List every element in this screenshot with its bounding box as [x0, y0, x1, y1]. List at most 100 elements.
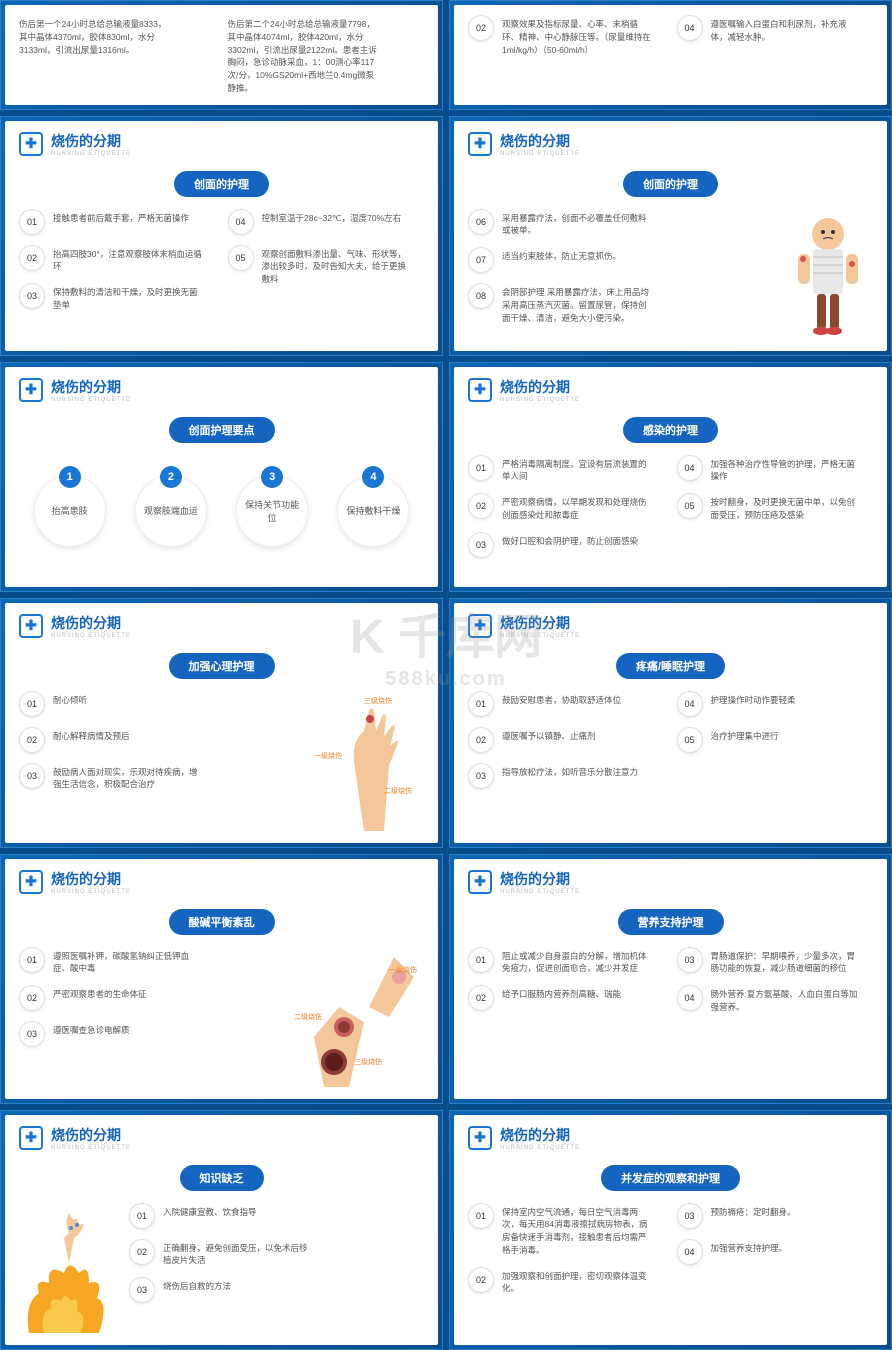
num-circle: 03	[19, 763, 45, 789]
text-block: 伤后第一个24小时总给总输液量8333，其中晶体4370ml，胶体830ml，水…	[19, 15, 169, 95]
section-pill: 营养支持护理	[618, 909, 724, 935]
num-circle: 07	[468, 247, 494, 273]
list-item: 03 烧伤后自救的方法	[129, 1277, 424, 1303]
num-circle: 01	[468, 691, 494, 717]
slide-title: 烧伤的分期	[500, 613, 580, 633]
section-pill: 加强心理护理	[169, 653, 275, 679]
list-item: 06采用暴露疗法，创面不必覆盖任何敷料或被单。	[468, 209, 773, 238]
num-circle: 05	[228, 245, 254, 271]
medical-cross-icon: ✚	[468, 378, 492, 402]
slide-subtitle: NURSING ETIQUETTE	[500, 1145, 580, 1151]
list-item: 04护理操作时动作要轻柔	[677, 691, 874, 717]
slide-subtitle: NURSING ETIQUETTE	[500, 151, 580, 157]
medical-cross-icon: ✚	[19, 378, 43, 402]
medical-cross-icon: ✚	[19, 870, 43, 894]
slide-header: ✚ 烧伤的分期 NURSING ETIQUETTE	[19, 869, 424, 895]
medical-cross-icon: ✚	[19, 614, 43, 638]
point-circle: 1抬高患肢	[34, 475, 106, 547]
slide-subtitle: NURSING ETIQUETTE	[500, 633, 580, 639]
num-circle: 02	[19, 727, 45, 753]
slide-subtitle: NURSING ETIQUETTE	[51, 633, 131, 639]
slide-title: 烧伤的分期	[51, 869, 131, 889]
num-text: 胃肠道保护：早期喂养，少量多次，胃肠功能的恢复，减少肠道细菌的移位	[711, 947, 861, 976]
burn-patient-illustration	[783, 209, 873, 341]
num-text: 鼓励病人面对现实，乐观对待疾病，增强生活信念，积极配合治疗	[53, 763, 203, 792]
num-text: 加强营养支持护理。	[711, 1239, 788, 1255]
num-circle: 08	[468, 283, 494, 309]
num-circle: 01	[468, 455, 494, 481]
slide-title: 烧伤的分期	[51, 377, 131, 397]
point-badge: 1	[59, 466, 81, 488]
slide-header: ✚ 烧伤的分期 NURSING ETIQUETTE	[19, 377, 424, 403]
section-pill: 创面护理要点	[169, 417, 275, 443]
num-circle: 05	[677, 727, 703, 753]
section-pill: 创面的护理	[174, 171, 269, 197]
list-item: 02严密观察患者的生命体征	[19, 985, 284, 1011]
num-text: 加强观察和创面护理，密切观察体温变化。	[502, 1267, 652, 1296]
medical-cross-icon: ✚	[19, 132, 43, 156]
point-label: 观察肢端血运	[138, 504, 204, 517]
list-item: 03保持敷料的清洁和干燥，及时更换无菌垫单	[19, 283, 216, 312]
slide-title: 烧伤的分期	[51, 1125, 131, 1145]
list-item: 02遵医嘱予以镇静、止痛剂	[468, 727, 665, 753]
num-text: 阻止或减少自身蛋白的分解，增加机体免疫力，促进创面愈合，减少并发症	[502, 947, 652, 976]
section-pill: 并发症的观察和护理	[601, 1165, 740, 1191]
slide-header: ✚ 烧伤的分期 NURSING ETIQUETTE	[19, 131, 424, 157]
point-badge: 3	[261, 466, 283, 488]
point-badge: 2	[160, 466, 182, 488]
slide-1: ✚ 烧伤的分期 NURSING ETIQUETTE 创面的护理 01接触患者前后…	[0, 116, 443, 356]
list-item: 03指导放松疗法，如听音乐分散注意力	[468, 763, 665, 789]
hand-burn-illustration: 一级烧伤 二级烧伤 三级烧伤	[314, 691, 424, 833]
num-circle: 03	[129, 1277, 155, 1303]
list-item: 01耐心倾听	[19, 691, 304, 717]
num-circle: 01	[468, 1203, 494, 1229]
num-text: 遵医嘱输入白蛋白和利尿剂，补充液体，减轻水肿。	[711, 15, 861, 44]
num-text: 加强各种治疗性导管的护理，严格无菌操作	[711, 455, 861, 484]
section-pill: 知识缺乏	[180, 1165, 264, 1191]
slide-subtitle: NURSING ETIQUETTE	[500, 889, 580, 895]
num-circle: 04	[677, 15, 703, 41]
num-circle: 04	[228, 209, 254, 235]
num-text: 护理操作时动作要轻柔	[711, 691, 796, 707]
slide-header: ✚ 烧伤的分期 NURSING ETIQUETTE	[19, 1125, 424, 1151]
num-circle: 01	[19, 947, 45, 973]
num-text: 按时翻身，及时更换无菌中单，以免创面受压，预防压疮及感染	[711, 493, 861, 522]
burn-label: 二级烧伤	[384, 786, 412, 796]
point-label: 抬高患肢	[46, 504, 94, 517]
slide-title: 烧伤的分期	[51, 131, 131, 151]
list-item: 04肠外营养:复方氨基酸、人血白蛋白等加强营养。	[677, 985, 874, 1014]
list-item: 04加强营养支持护理。	[677, 1239, 874, 1265]
slide-subtitle: NURSING ETIQUETTE	[51, 151, 131, 157]
medical-cross-icon: ✚	[468, 1126, 492, 1150]
num-text: 肠外营养:复方氨基酸、人血白蛋白等加强营养。	[711, 985, 861, 1014]
slide-4: ✚ 烧伤的分期 NURSING ETIQUETTE 感染的护理 01严格消毒隔离…	[449, 362, 892, 592]
burn-label: 三级烧伤	[354, 1057, 382, 1067]
num-text: 抬高四肢30°，注意观察肢体末梢血运循环	[53, 245, 203, 274]
list-item: 01 严格消毒隔离制度，宜设有层流装置的单人间	[468, 455, 665, 484]
num-text: 烧伤后自救的方法	[163, 1277, 231, 1293]
num-text: 严格消毒隔离制度，宜设有层流装置的单人间	[502, 455, 652, 484]
slide-8: ✚ 烧伤的分期 NURSING ETIQUETTE 营养支持护理 01阻止或减少…	[449, 854, 892, 1104]
num-circle: 02	[468, 985, 494, 1011]
point-circle: 2观察肢端血运	[135, 475, 207, 547]
slide-title: 烧伤的分期	[500, 131, 580, 151]
list-item: 01阻止或减少自身蛋白的分解，增加机体免疫力，促进创面愈合，减少并发症	[468, 947, 665, 976]
num-text: 会阴部护理 采用暴露疗法，床上用品均采用高压蒸汽灭菌。留置尿管，保持创面干燥、清…	[502, 283, 652, 324]
num-text: 适当约束肢体，防止无意抓伤。	[502, 247, 621, 263]
list-item: 04加强各种治疗性导管的护理，严格无菌操作	[677, 455, 874, 484]
num-circle: 03	[468, 763, 494, 789]
slide-header: ✚ 烧伤的分期 NURSING ETIQUETTE	[468, 377, 873, 403]
num-text: 耐心倾听	[53, 691, 87, 707]
list-item: 03遵医嘱查急诊电解质	[19, 1021, 284, 1047]
list-item: 02抬高四肢30°，注意观察肢体末梢血运循环	[19, 245, 216, 274]
medical-cross-icon: ✚	[468, 870, 492, 894]
text-block: 伤后第二个24小时总给总输液量7798，其中晶体4074ml，胶体420ml，水…	[228, 15, 378, 95]
num-text: 保持室内空气流通，每日空气消毒两次，每天用84消毒液擦拭病房物表，病房备快速手消…	[502, 1203, 652, 1257]
num-circle: 03	[468, 532, 494, 558]
slide-6: ✚ 烧伤的分期 NURSING ETIQUETTE 疼痛/睡眠护理 01鼓励安慰…	[449, 598, 892, 848]
slide-header: ✚ 烧伤的分期 NURSING ETIQUETTE	[468, 869, 873, 895]
num-text: 耐心解释病情及预后	[53, 727, 130, 743]
point-badge: 4	[362, 466, 384, 488]
medical-cross-icon: ✚	[468, 132, 492, 156]
list-item: 08 会阴部护理 采用暴露疗法，床上用品均采用高压蒸汽灭菌。留置尿管，保持创面干燥…	[468, 283, 773, 324]
